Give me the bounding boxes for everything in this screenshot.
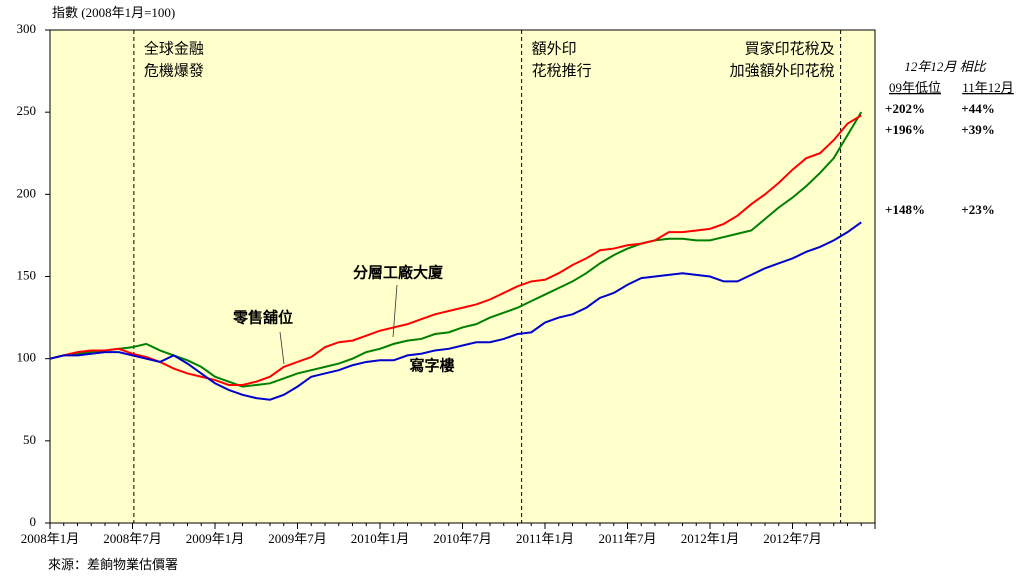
source: 來源：差餉物業估價署 xyxy=(48,557,178,572)
y-tick-label: 250 xyxy=(17,103,37,118)
event-label: 加強額外印花稅 xyxy=(730,62,835,79)
event-label: 危機爆發 xyxy=(144,62,204,79)
y-axis-label: 指數 (2008年1月=100) xyxy=(52,5,175,20)
x-tick-label: 2011年1月 xyxy=(516,531,574,546)
series-label: 寫字樓 xyxy=(409,357,454,375)
table-header: 11年12月 xyxy=(962,80,1014,95)
x-tick-label: 2012年1月 xyxy=(681,531,740,546)
x-tick-label: 2010年1月 xyxy=(351,531,410,546)
x-tick-label: 2008年7月 xyxy=(103,531,162,546)
y-tick-label: 100 xyxy=(17,350,37,365)
plot-area xyxy=(49,29,876,524)
event-label: 買家印花稅及 xyxy=(745,40,835,57)
x-tick-label: 2009年7月 xyxy=(268,531,327,546)
table-cell: +44% xyxy=(961,101,994,116)
event-label: 額外印 xyxy=(532,40,577,57)
x-tick-label: 2012年7月 xyxy=(763,531,822,546)
series-line xyxy=(49,111,863,388)
series-label: 零售舖位 xyxy=(232,309,293,327)
x-tick-label: 2008年1月 xyxy=(21,531,80,546)
event-label: 花稅推行 xyxy=(532,62,592,79)
series-line xyxy=(49,114,862,386)
x-tick-label: 2009年1月 xyxy=(186,531,245,546)
label-pointer xyxy=(279,331,285,365)
event-label: 全球金融 xyxy=(144,39,204,57)
table-cell: +39% xyxy=(961,122,994,137)
y-tick-label: 200 xyxy=(17,185,37,200)
y-tick-label: 0 xyxy=(30,514,37,529)
y-tick-label: 150 xyxy=(17,267,37,282)
table-cell: +148% xyxy=(885,202,925,217)
series-label: 分層工廠大廈 xyxy=(353,264,443,282)
x-tick-label: 2010年7月 xyxy=(433,531,492,546)
table-header: 09年低位 xyxy=(889,80,941,95)
x-tick-label: 2011年7月 xyxy=(598,531,656,546)
table-title: 12年12月 相比 xyxy=(904,59,986,74)
label-pointer xyxy=(392,284,398,338)
y-tick-label: 50 xyxy=(23,432,36,447)
y-tick-label: 300 xyxy=(17,21,37,36)
table-cell: +202% xyxy=(885,101,925,116)
table-cell: +23% xyxy=(961,202,994,217)
table-cell: +196% xyxy=(885,122,925,137)
series-line xyxy=(49,221,862,401)
